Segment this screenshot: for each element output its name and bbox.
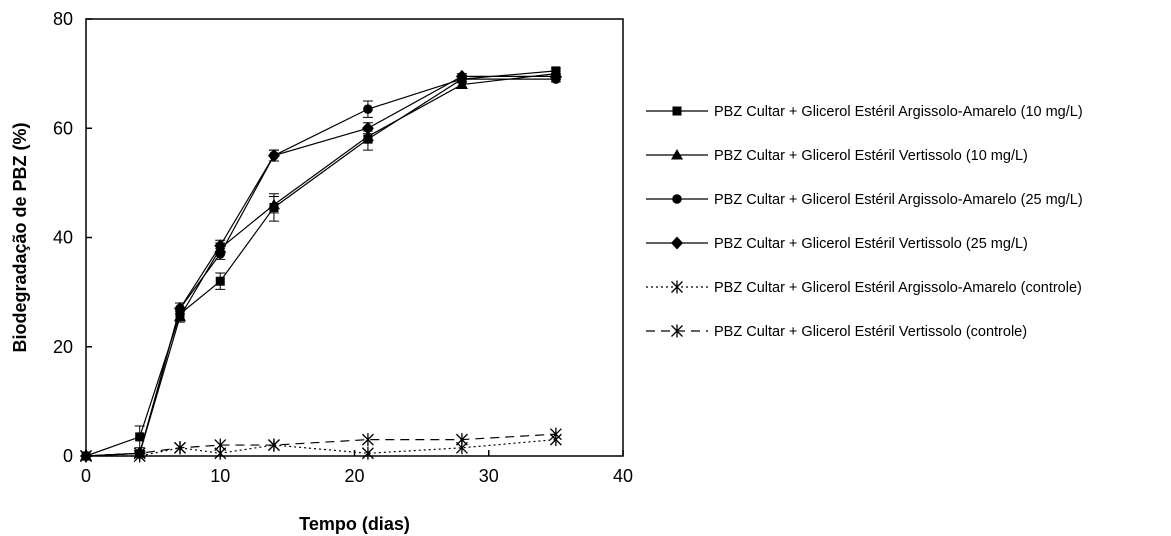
legend-marker	[671, 236, 683, 250]
data-point	[455, 69, 468, 83]
data-point	[267, 198, 280, 210]
x-tick-label: 0	[81, 466, 91, 486]
data-point	[549, 427, 562, 441]
x-tick-label: 40	[613, 466, 633, 486]
data-point	[267, 438, 280, 452]
series-5	[80, 433, 562, 463]
data-point	[267, 149, 280, 163]
series-line	[85, 73, 556, 457]
data-point	[455, 433, 468, 447]
x-axis-title: Tempo (dias)	[299, 514, 410, 534]
series-line	[85, 75, 556, 457]
x-axis: 0 10 20 30 40	[81, 450, 633, 486]
data-point	[214, 438, 227, 452]
legend-label: PBZ Cultar + Glicerol Estéril Argissolo-…	[714, 192, 1083, 208]
series-2	[80, 67, 562, 461]
legend-marker	[671, 280, 683, 294]
y-tick-label: 60	[53, 118, 73, 138]
plot-series	[80, 66, 562, 463]
legend-label: PBZ Cultar + Glicerol Estéril Vertissolo…	[714, 324, 1027, 340]
legend-marker	[672, 106, 682, 116]
data-point	[174, 441, 186, 455]
legend-marker	[672, 194, 682, 204]
legend-item: PBZ Cultar + Glicerol Estéril Vertissolo…	[646, 236, 1028, 252]
data-point	[361, 121, 374, 135]
legend-item: PBZ Cultar + Glicerol Estéril Argissolo-…	[646, 104, 1083, 120]
y-tick-label: 0	[63, 446, 73, 466]
data-point	[214, 239, 227, 253]
legend-label: PBZ Cultar + Glicerol Estéril Vertissolo…	[714, 148, 1028, 164]
data-point	[361, 433, 374, 447]
data-point	[133, 446, 146, 460]
data-point	[361, 130, 374, 141]
legend-label: PBZ Cultar + Glicerol Estéril Vertissolo…	[714, 236, 1028, 252]
series-line	[86, 439, 556, 457]
legend: PBZ Cultar + Glicerol Estéril Argissolo-…	[646, 104, 1083, 340]
y-tick-label: 40	[53, 228, 73, 248]
y-tick-label: 80	[53, 9, 73, 29]
series-line	[85, 433, 556, 457]
data-point	[135, 432, 145, 442]
series-4	[80, 69, 562, 463]
legend-label: PBZ Cultar + Glicerol Estéril Argissolo-…	[714, 104, 1083, 120]
legend-item: PBZ Cultar + Glicerol Estéril Argissolo-…	[646, 192, 1083, 208]
data-point	[361, 446, 374, 460]
x-tick-label: 30	[479, 466, 499, 486]
data-point	[549, 69, 562, 83]
x-tick-label: 10	[210, 466, 230, 486]
series-6	[80, 427, 562, 463]
legend-marker	[671, 149, 683, 160]
legend-item: PBZ Cultar + Glicerol Estéril Argissolo-…	[646, 280, 1082, 296]
plot-frame	[85, 18, 624, 457]
series-1	[81, 66, 561, 461]
data-point	[173, 302, 186, 316]
data-point	[80, 449, 92, 463]
y-axis-title: Biodegradação de PBZ (%)	[10, 122, 30, 352]
x-tick-label: 20	[344, 466, 364, 486]
legend-label: PBZ Cultar + Glicerol Estéril Argissolo-…	[714, 280, 1082, 296]
legend-item: PBZ Cultar + Glicerol Estéril Vertissolo…	[646, 148, 1028, 164]
legend-marker	[671, 324, 683, 338]
y-tick-label: 20	[53, 337, 73, 357]
data-point	[215, 276, 225, 286]
data-point	[363, 104, 373, 114]
series-line	[85, 78, 556, 457]
series-line	[85, 70, 556, 457]
legend-item: PBZ Cultar + Glicerol Estéril Vertissolo…	[646, 324, 1027, 340]
